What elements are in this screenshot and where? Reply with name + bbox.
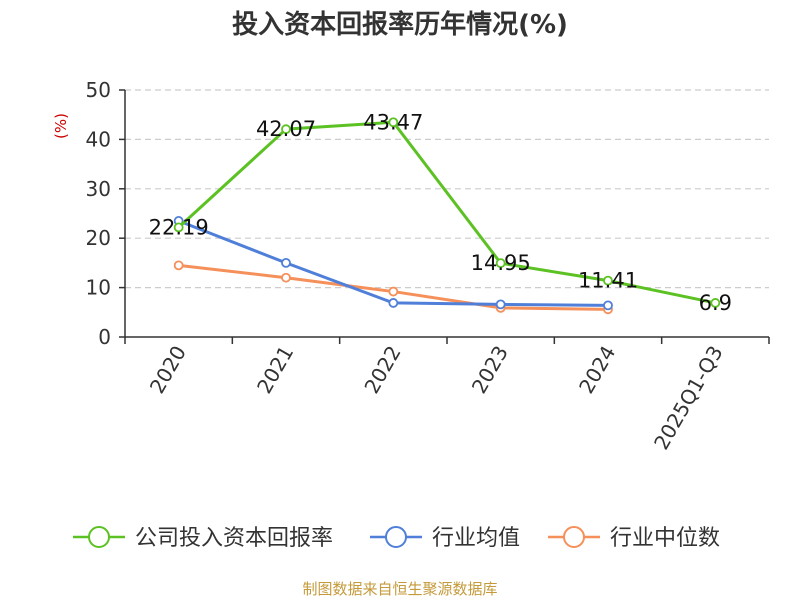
x-tick-label: 2023 [467,341,513,397]
legend-label: 公司投入资本回报率 [135,526,333,551]
legend-item[interactable]: 行业中位数 [548,526,720,551]
data-label: 14.95 [471,251,531,275]
grid-lines [125,89,769,289]
series-point [388,286,399,297]
y-tick-label: 0 [98,325,111,349]
series-point [281,257,291,268]
y-axis-label: (%) [52,113,70,139]
data-labels: 22.19 42.07 43.47 14.95 11.41 6.9 [149,110,732,315]
x-tick-label: 2025Q1-Q3 [649,342,728,454]
legend-swatch-marker [385,526,407,548]
chart-title: 投入资本回报率历年情况(%) [232,9,568,40]
y-tick-label: 40 [86,127,111,151]
legend-label: 行业均值 [432,526,520,551]
legend-item[interactable]: 行业均值 [370,526,520,551]
legend[interactable]: 公司投入资本回报率 行业均值 行业中位数 [73,526,720,551]
series-point [495,299,506,310]
x-tick-label: 2022 [359,342,405,398]
legend-swatch-marker [563,526,585,548]
y-tick-label: 50 [86,78,111,102]
series-point [173,260,184,271]
y-tick-label: 30 [86,177,111,201]
data-label: 11.41 [578,269,638,293]
series-point [388,298,399,308]
series-point [388,117,399,128]
series-line [177,120,716,305]
y-tick-label: 10 [86,276,111,300]
x-tick-label: 2024 [574,342,620,398]
legend-swatch-marker [88,526,110,548]
data-label: 42.07 [256,117,316,141]
x-tick-label: 2020 [145,342,191,398]
series-point [603,300,613,311]
x-tick-label: 2021 [252,342,298,398]
series-point [603,275,613,286]
series-point [173,222,184,233]
series-point [710,298,721,308]
data-label: 6.9 [699,291,732,315]
source-note: 制图数据来自恒生聚源数据库 [302,580,497,598]
y-tick-label: 20 [86,226,111,250]
series-point [281,124,291,135]
legend-item[interactable]: 公司投入资本回报率 [73,526,333,551]
data-label: 22.19 [149,215,209,239]
data-label: 43.47 [363,110,423,134]
series-point [281,272,291,283]
legend-label: 行业中位数 [610,526,720,551]
series-layer [173,117,721,315]
series-point [495,258,506,269]
